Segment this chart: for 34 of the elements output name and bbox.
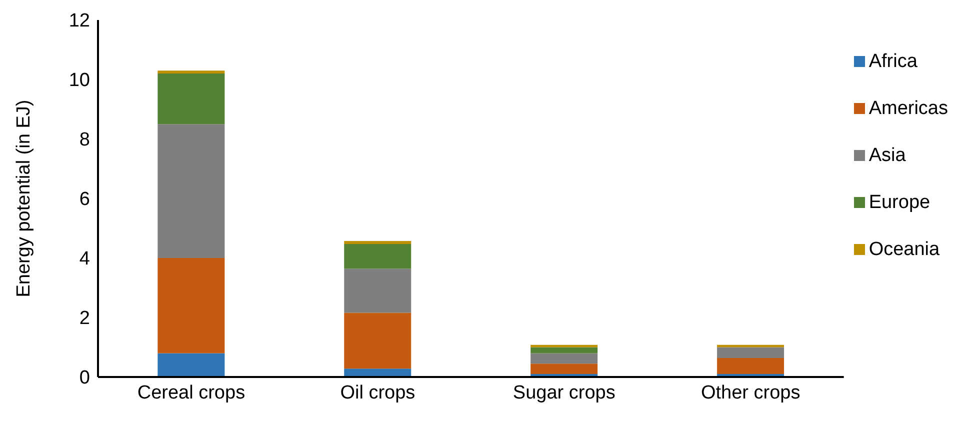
- x-tick-label: Other crops: [700, 382, 800, 404]
- x-tick-label: Cereal crops: [137, 382, 246, 404]
- bar: [344, 268, 412, 313]
- bar: [717, 344, 784, 348]
- legend-label: Oceania: [868, 239, 940, 260]
- y-tick-label: 6: [79, 189, 90, 210]
- y-axis-title: Energy potential (in EJ): [14, 100, 35, 298]
- bar: [344, 368, 412, 377]
- bar: [158, 124, 225, 258]
- bar: [530, 347, 598, 354]
- y-tick-label: 8: [79, 130, 90, 151]
- y-tick-label: 2: [79, 308, 90, 330]
- bar: [158, 353, 225, 377]
- bar: [344, 244, 412, 269]
- legend-label: Americas: [868, 98, 948, 119]
- bar: [158, 258, 225, 354]
- bar: [158, 70, 225, 74]
- bar: [158, 74, 225, 124]
- legend-label: Africa: [868, 51, 918, 72]
- bar: [344, 241, 412, 244]
- bar: [530, 364, 598, 374]
- bar: [344, 312, 412, 369]
- legend-label: Europe: [868, 192, 930, 213]
- bar: [530, 353, 598, 364]
- bar: [530, 344, 598, 348]
- y-tick-label: 12: [68, 10, 90, 32]
- bar: [717, 358, 784, 374]
- x-tick-label: Oil crops: [340, 382, 416, 404]
- y-tick-label: 10: [68, 70, 90, 92]
- x-tick-label: Sugar crops: [512, 382, 616, 404]
- y-tick-label: 4: [79, 248, 90, 270]
- bar: [717, 347, 784, 358]
- y-tick-label: 0: [79, 368, 90, 389]
- legend-label: Asia: [868, 145, 906, 166]
